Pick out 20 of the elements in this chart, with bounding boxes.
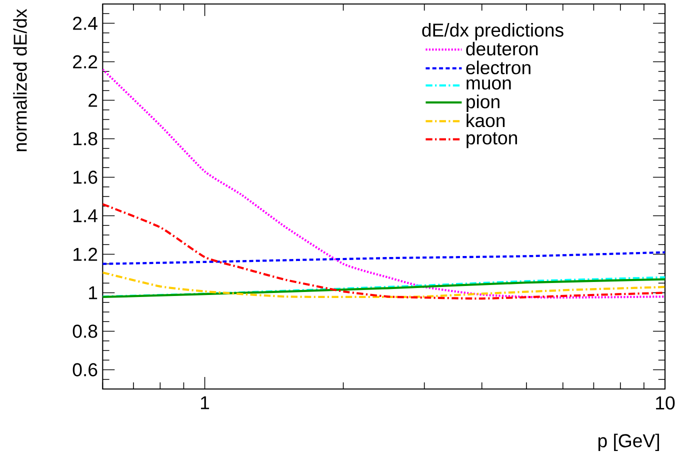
legend-label: proton: [466, 132, 517, 148]
y-tick-label: 0.6: [72, 363, 98, 376]
y-tick-label: 1: [89, 286, 98, 300]
y-tick-label: 0.8: [72, 324, 98, 338]
y-tick-label: 2.4: [73, 16, 98, 30]
legend-title: dE/dx predictions: [422, 23, 564, 40]
legend-label: kaon: [466, 113, 505, 128]
y-tick-label: 2: [88, 94, 98, 107]
y-tick-label: 1.8: [74, 132, 98, 146]
x-tick-label: 10: [656, 396, 675, 410]
legend-label: electron: [466, 60, 530, 74]
x-axis-title: p [GeV]: [598, 434, 659, 452]
y-axis-title: normalized dE/dx: [13, 8, 27, 152]
y-tick-label: 1.6: [74, 170, 98, 184]
legend-label: muon: [466, 79, 511, 90]
y-tick-label: 1.2: [74, 248, 98, 261]
legend-label: deuteron: [466, 42, 538, 56]
legend-label: pion: [466, 94, 500, 112]
y-tick-label: 1.4: [74, 209, 98, 222]
y-tick-label: 2.2: [73, 55, 98, 68]
